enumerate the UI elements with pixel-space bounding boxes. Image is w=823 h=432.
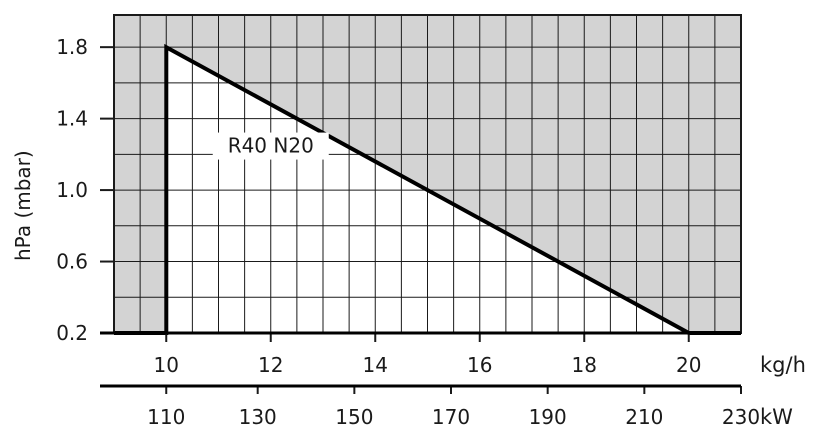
x-ticks: 10 12 14 16 18 20 (154, 333, 701, 377)
x-tick-label: 16 (467, 353, 492, 377)
x2-tick-label: 150 (335, 405, 373, 429)
x2-tick-label: 230 (722, 405, 760, 429)
y-tick-label: 1.8 (56, 35, 88, 59)
y-tick-label: 1.0 (56, 178, 88, 202)
x-tick-label: 10 (154, 353, 179, 377)
y-axis-label: hPa (mbar) (11, 150, 35, 261)
x-tick-label: 12 (258, 353, 283, 377)
y-ticks: 0.2 0.6 1.0 1.4 1.8 (56, 35, 114, 345)
x-axis-unit-label: kg/h (760, 353, 806, 377)
y-tick-label: 0.2 (56, 321, 88, 345)
y-tick-label: 0.6 (56, 250, 88, 274)
x2-tick-label: 190 (529, 405, 567, 429)
x-tick-label: 18 (572, 353, 597, 377)
x2-tick-label: 110 (147, 405, 185, 429)
x-tick-label: 14 (363, 353, 388, 377)
x2-ticks: 110 130 150 170 190 210 230 (147, 386, 760, 429)
series-label-r40-n20: R40 N20 (228, 134, 314, 158)
x2-axis-unit-label: kW (760, 405, 793, 429)
grid (114, 15, 741, 333)
x2-tick-label: 210 (625, 405, 663, 429)
series-label-background (212, 132, 329, 160)
x2-tick-label: 130 (239, 405, 277, 429)
y-tick-label: 1.4 (56, 107, 88, 131)
x2-tick-label: 170 (432, 405, 470, 429)
x-tick-label: 20 (676, 353, 701, 377)
